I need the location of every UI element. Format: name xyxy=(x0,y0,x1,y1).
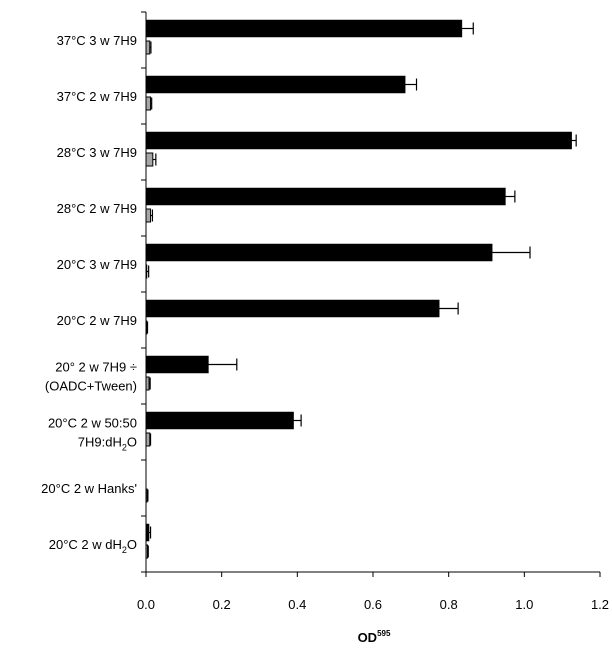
category-label: (OADC+Tween) xyxy=(45,379,137,394)
bars xyxy=(145,19,572,559)
category-label-text: 37°C 2 w 7H9 xyxy=(57,89,137,104)
category-label-text: 7H9:dH xyxy=(78,435,122,450)
bar-primary xyxy=(145,75,406,94)
bar-secondary xyxy=(145,152,154,167)
x-tick-label: 1.0 xyxy=(515,597,533,612)
error-bars xyxy=(146,22,577,558)
x-tick-labels: 0.0 0.2 0.4 0.6 0.8 1.0 1.2 xyxy=(137,597,609,612)
category-label-text: 28°C 2 w 7H9 xyxy=(57,201,137,216)
x-tick-label: 0.2 xyxy=(213,597,231,612)
bar-secondary xyxy=(145,208,152,223)
x-tick-label: 0.8 xyxy=(440,597,458,612)
category-label-text: 20°C 2 w 50:50 xyxy=(48,416,137,431)
category-label-text: 37°C 3 w 7H9 xyxy=(57,33,137,48)
bar-primary xyxy=(145,131,572,150)
x-tick-label: 0.0 xyxy=(137,597,155,612)
category-label-text: 20°C 2 w Hanks' xyxy=(41,481,137,496)
x-axis-title-text: OD xyxy=(358,630,378,645)
category-label-text: 28°C 3 w 7H9 xyxy=(57,145,137,160)
category-label-subscript: 2 xyxy=(122,545,127,555)
x-tick-label: 0.6 xyxy=(364,597,382,612)
bar-primary xyxy=(145,299,440,318)
category-label: 20° 2 w 7H9 ÷ xyxy=(55,360,137,375)
category-label: 28°C 2 w 7H9 xyxy=(57,201,137,216)
category-labels: 37°C 3 w 7H9 37°C 2 w 7H9 28°C 3 w 7H9 28°C… xyxy=(41,33,137,555)
category-label: 20°C 2 w 50:50 xyxy=(48,416,137,431)
bar-primary xyxy=(145,355,209,374)
x-axis-title-superscript: 595 xyxy=(377,629,391,638)
bar-secondary xyxy=(145,40,151,55)
bar-primary xyxy=(145,19,463,38)
category-label-text: 20°C 2 w 7H9 xyxy=(57,313,137,328)
bar-secondary xyxy=(145,96,152,111)
axes xyxy=(141,11,601,577)
bar-primary xyxy=(145,411,294,430)
category-label-text: 20°C 3 w 7H9 xyxy=(57,257,137,272)
x-tick-label: 0.4 xyxy=(288,597,306,612)
category-label: 28°C 3 w 7H9 xyxy=(57,145,137,160)
category-label: 20°C 3 w 7H9 xyxy=(57,257,137,272)
category-label-subscript: 2 xyxy=(122,443,127,453)
x-tick-label: 1.2 xyxy=(591,597,609,612)
category-label-text: O xyxy=(127,537,137,552)
bar-primary xyxy=(145,243,493,262)
category-label-text: 20° 2 w 7H9 ÷ xyxy=(55,360,137,375)
category-label-text: (OADC+Tween) xyxy=(45,379,137,394)
category-label: 37°C 3 w 7H9 xyxy=(57,33,137,48)
category-label: 7H9:dH2O xyxy=(78,435,137,453)
category-label: 37°C 2 w 7H9 xyxy=(57,89,137,104)
category-label: 20°C 2 w dH2O xyxy=(49,537,137,555)
category-label: 20°C 2 w 7H9 xyxy=(57,313,137,328)
x-axis-title: OD595 xyxy=(358,629,391,645)
bar-primary xyxy=(145,187,506,206)
bar-secondary xyxy=(145,432,151,447)
category-label: 20°C 2 w Hanks' xyxy=(41,481,137,496)
category-label-text: 20°C 2 w dH xyxy=(49,537,122,552)
category-label-text: O xyxy=(127,435,137,450)
